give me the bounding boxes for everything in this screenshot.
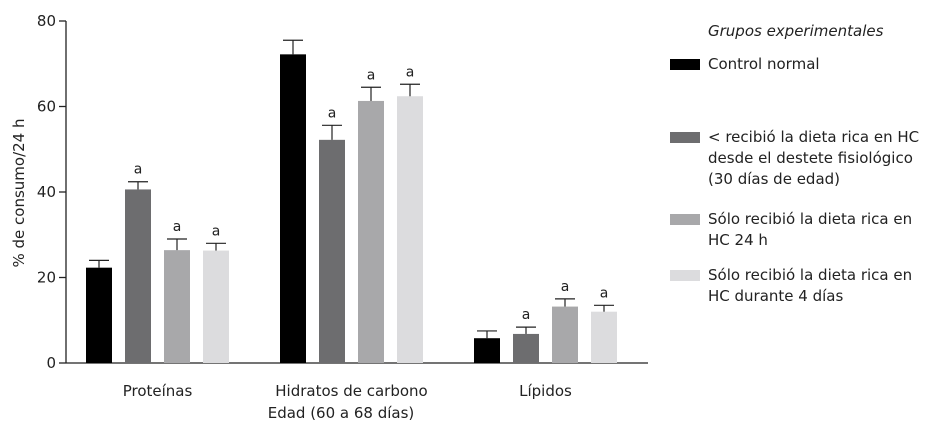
significance-label: a <box>173 219 182 235</box>
legend-swatch <box>670 270 700 281</box>
bar <box>203 250 229 363</box>
axes <box>59 20 648 364</box>
y-tick-label: 20 <box>37 269 56 287</box>
bar <box>164 250 190 363</box>
bar <box>591 311 617 363</box>
legend-swatch <box>670 214 700 225</box>
significance-label: a <box>522 307 531 323</box>
bars <box>86 39 617 364</box>
y-tick-label: 40 <box>37 183 56 201</box>
bar <box>397 96 423 364</box>
y-tick-label: 60 <box>37 98 56 116</box>
legend: Grupos experimentales Control normal < re… <box>670 22 925 305</box>
bar <box>125 189 151 363</box>
significance-label: a <box>600 285 609 301</box>
legend-item: < recibió la dieta rica en HC desde el d… <box>670 127 919 190</box>
bar <box>358 100 384 363</box>
x-axis-title: Edad (60 a 68 días) <box>268 404 415 422</box>
y-axis-title: % de consumo/24 h <box>10 119 28 268</box>
legend-label: Sólo recibió la dieta rica en HC 24 h <box>708 210 913 249</box>
bar <box>319 139 345 363</box>
legend-label: Sólo recibió la dieta rica en HC durante… <box>708 266 913 305</box>
legend-swatch <box>670 59 700 70</box>
labels: 0 20 40 60 80 a a a Proteínas a a a Hidratos de carb… <box>37 12 608 400</box>
category-label: Lípidos <box>519 382 572 400</box>
bar <box>474 338 500 363</box>
category-label: Proteínas <box>123 382 193 400</box>
y-tick-label: 80 <box>37 12 56 30</box>
significance-label: a <box>134 162 143 178</box>
significance-label: a <box>561 279 570 295</box>
bar <box>280 54 306 363</box>
legend-item: Control normal <box>670 54 820 75</box>
legend-label: < recibió la dieta rica en HC desde el d… <box>708 128 920 188</box>
legend-item: Sólo recibió la dieta rica en HC 24 h <box>670 209 912 251</box>
bar <box>86 267 112 363</box>
legend-label: Control normal <box>708 55 820 73</box>
significance-label: a <box>328 105 337 121</box>
significance-label: a <box>212 223 221 239</box>
y-tick-label: 0 <box>46 354 56 372</box>
legend-swatch <box>670 132 700 143</box>
legend-item: Sólo recibió la dieta rica en HC durante… <box>670 265 912 307</box>
bar <box>552 306 578 363</box>
category-label: Hidratos de carbono <box>275 382 427 400</box>
bar <box>513 333 539 363</box>
significance-label: a <box>367 67 376 83</box>
bar-chart: 0 20 40 60 80 a a a Proteínas a a a Hidratos de carb… <box>10 12 648 422</box>
legend-title: Grupos experimentales <box>708 22 884 40</box>
significance-label: a <box>406 64 415 80</box>
